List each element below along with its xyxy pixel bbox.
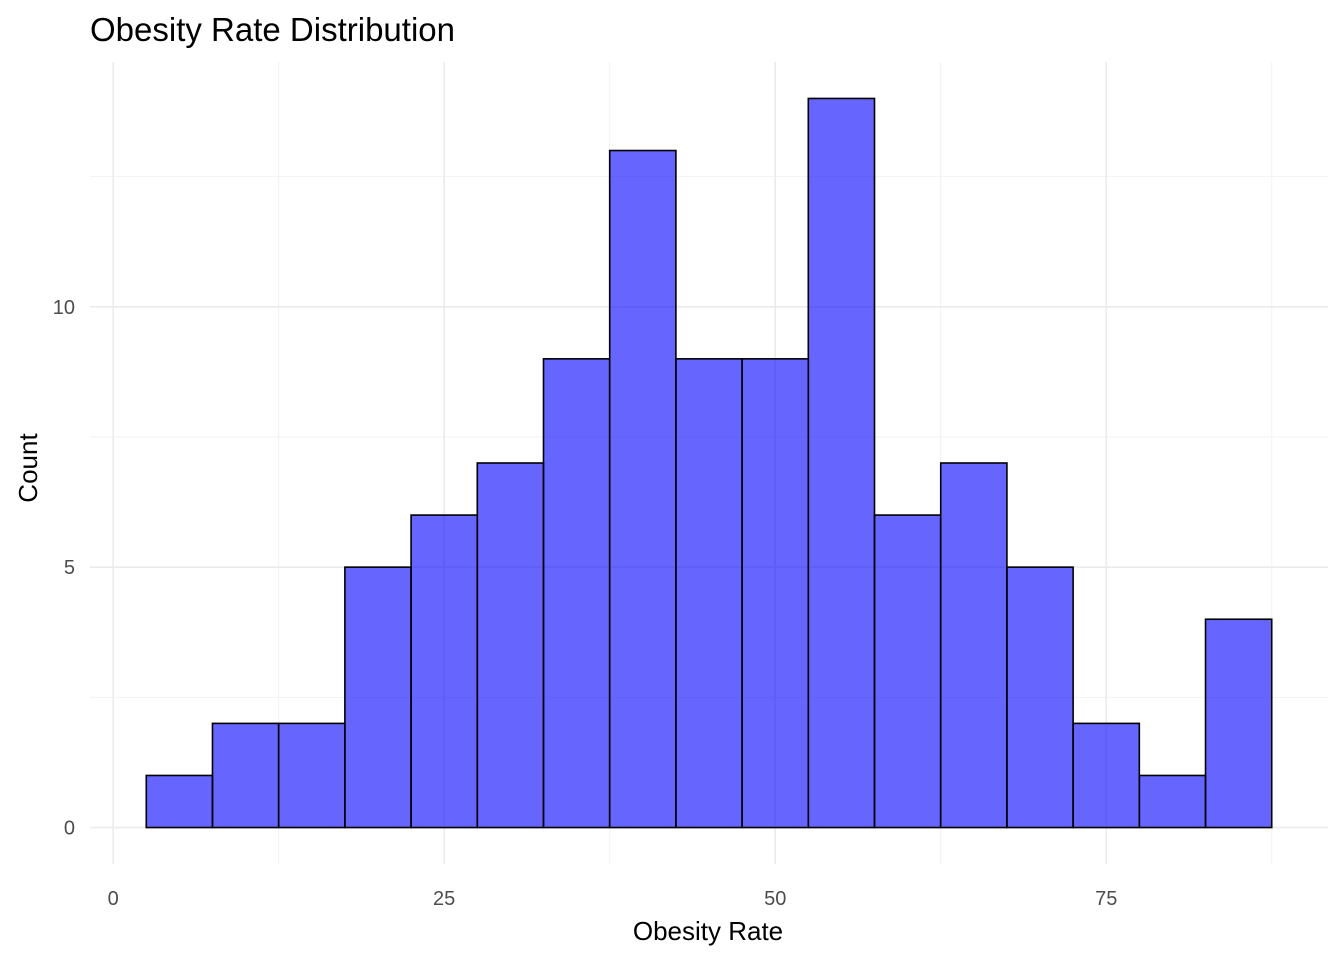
y-axis-ticks: 0 5 10 [53, 297, 75, 840]
histogram-bar [476, 462, 545, 829]
histogram-bar [939, 462, 1008, 829]
bars [145, 97, 1273, 829]
histogram-bar [1072, 722, 1141, 829]
histogram-bar [542, 358, 611, 829]
x-tick-label: 50 [764, 888, 786, 910]
histogram-bar [807, 97, 876, 829]
y-tick-label: 10 [53, 297, 75, 319]
x-tick-label: 75 [1095, 888, 1117, 910]
histogram-bar [410, 514, 479, 829]
y-axis-label: Count [13, 433, 43, 503]
histogram-bar [1006, 566, 1074, 829]
histogram-bar [741, 358, 810, 829]
y-tick-label: 5 [64, 557, 75, 579]
x-tick-label: 25 [433, 888, 455, 910]
y-tick-label: 0 [64, 818, 75, 840]
x-axis-ticks: 0 25 50 75 [108, 888, 1118, 910]
histogram-bar [211, 722, 280, 829]
histogram-bar [675, 358, 743, 829]
x-tick-label: 0 [108, 888, 119, 910]
histogram-bar [873, 514, 942, 829]
histogram-bar [145, 774, 214, 829]
histogram-bar [608, 149, 677, 829]
histogram-bar [1138, 774, 1207, 829]
histogram-bar [344, 566, 412, 829]
histogram-bar [1204, 618, 1273, 829]
histogram-bar [277, 722, 346, 829]
x-axis-label: Obesity Rate [633, 916, 783, 946]
chart-title: Obesity Rate Distribution [90, 11, 455, 48]
